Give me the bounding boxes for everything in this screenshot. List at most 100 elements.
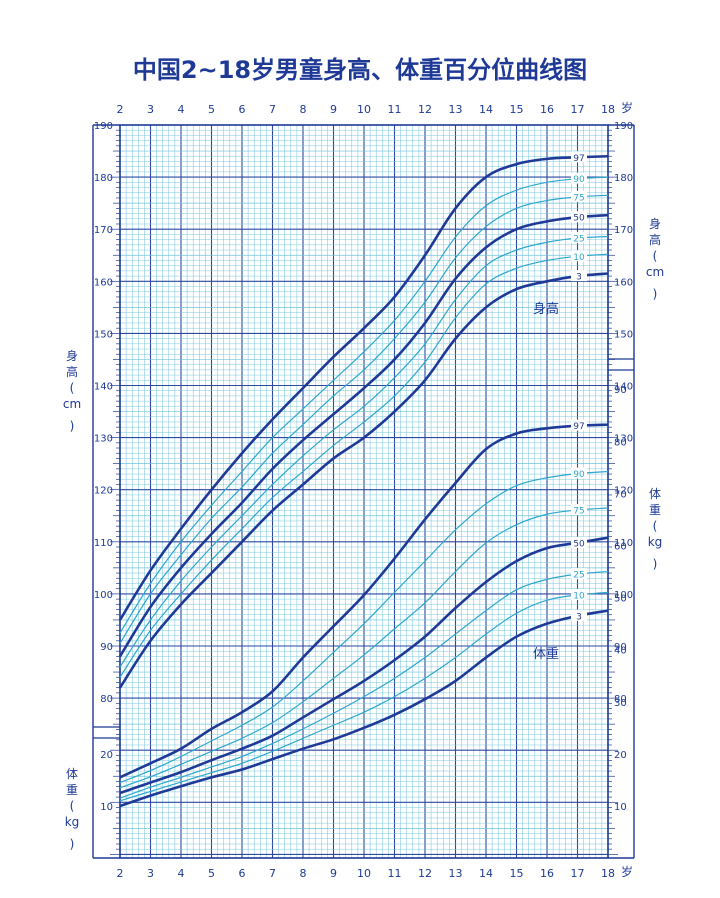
height-tick-left: 180 xyxy=(94,173,113,184)
height-tick-right: 80 xyxy=(614,694,627,705)
x-tick-label-top: 13 xyxy=(449,103,463,116)
x-tick-label-bottom: 9 xyxy=(330,867,337,880)
curves: 3 10 25 50 75 90 97 3 10 25 50 75 90 97 xyxy=(118,151,609,808)
height-label-p90: 90 xyxy=(573,175,585,185)
height-axis-label-left: ( xyxy=(70,381,75,395)
x-tick-label-top: 14 xyxy=(479,103,493,116)
weight-tick-right: 70 xyxy=(614,489,627,500)
weight-axis-label-left: ( xyxy=(70,799,75,813)
weight-label-p3: 3 xyxy=(576,612,582,622)
height-tick-left: 130 xyxy=(94,434,113,445)
x-tick-label-top: 12 xyxy=(418,103,432,116)
height-curve-p3 xyxy=(118,272,609,689)
weight-axis-label-left: kg xyxy=(65,815,80,829)
weight-axis-label-left: ) xyxy=(70,837,75,851)
x-tick-label-bottom: 8 xyxy=(300,867,307,880)
height-label-bg xyxy=(571,211,588,223)
height-label-bg xyxy=(571,232,588,244)
x-tick-label-bottom: 17 xyxy=(571,867,585,880)
x-tick-label-bottom: 7 xyxy=(269,867,276,880)
weight-label-bg xyxy=(571,419,588,431)
height-tick-right: 100 xyxy=(614,590,633,601)
weight-tick-right: 30 xyxy=(614,698,627,709)
height-curve-p10 xyxy=(119,253,609,678)
height-axis-label-right: 高 xyxy=(649,232,661,247)
height-tick-left: 190 xyxy=(94,121,113,132)
height-tick-left: 80 xyxy=(100,694,113,705)
weight-tick-right: 80 xyxy=(614,437,627,448)
height-axis-label-right: cm xyxy=(646,265,664,279)
x-tick-label-top: 11 xyxy=(388,103,402,116)
height-curve-p50 xyxy=(118,213,609,658)
weight-axis-label-right: 体 xyxy=(649,487,661,501)
weight-axis-label-left: 重 xyxy=(66,783,78,797)
height-label-p3: 3 xyxy=(576,273,582,283)
height-label-p75: 75 xyxy=(573,193,584,203)
x-tick-label-top: 17 xyxy=(571,103,585,116)
weight-label-p90: 90 xyxy=(573,470,585,480)
height-tick-right: 160 xyxy=(614,277,633,288)
height-tick-left: 90 xyxy=(100,642,113,653)
x-tick-label-top: 5 xyxy=(208,103,215,116)
height-tick-right: 140 xyxy=(614,382,633,393)
height-axis-label-right: ( xyxy=(653,249,658,263)
height-tick-left: 100 xyxy=(94,590,113,601)
height-tick-right: 180 xyxy=(614,173,633,184)
x-tick-label-top: 15 xyxy=(510,103,524,116)
weight-label-p50: 50 xyxy=(573,539,585,549)
x-tick-label-top: 2 xyxy=(117,103,124,116)
x-tick-label-bottom: 13 xyxy=(449,867,463,880)
height-axis-label-left: cm xyxy=(63,397,81,411)
weight-tick-right: 40 xyxy=(614,646,627,657)
weight-tick-right: 10 xyxy=(614,802,627,813)
x-tick-label-bottom: 14 xyxy=(479,867,493,880)
weight-tick-left: 10 xyxy=(100,802,113,813)
height-tick-right: 190 xyxy=(614,121,633,132)
height-label-bg xyxy=(571,190,588,202)
x-tick-label-bottom: 5 xyxy=(208,867,215,880)
x-tick-label-bottom: 10 xyxy=(357,867,371,880)
weight-label-bg xyxy=(571,504,588,516)
x-tick-label-top: 6 xyxy=(239,103,246,116)
height-tick-right: 170 xyxy=(614,225,633,236)
x-tick-label-top: 9 xyxy=(330,103,337,116)
frame xyxy=(92,124,635,859)
height-curve-p97 xyxy=(118,154,609,621)
weight-axis-label-right: 重 xyxy=(649,503,661,517)
height-label-p50: 50 xyxy=(573,214,585,224)
height-label-bg xyxy=(571,172,588,184)
weight-label-bg xyxy=(571,568,588,580)
height-label-p25: 25 xyxy=(573,235,584,245)
height-tick-left: 120 xyxy=(94,486,113,497)
weight-axis-label-right: kg xyxy=(648,535,663,549)
weight-axis-label-left: 体 xyxy=(66,767,78,781)
chart-title: 中国2~18岁男童身高、体重百分位曲线图 xyxy=(132,56,588,84)
weight-curves-label: 体重 xyxy=(533,646,559,662)
weight-curve-p75 xyxy=(119,507,609,789)
height-label-bg xyxy=(571,250,588,262)
weight-curve-p90 xyxy=(119,470,609,784)
x-tick-label-top: 16 xyxy=(540,103,554,116)
weight-tick-right: 60 xyxy=(614,542,627,553)
height-label-p10: 10 xyxy=(573,253,585,263)
x-tick-label-top: 18 xyxy=(601,103,615,116)
x-tick-label-bottom: 12 xyxy=(418,867,432,880)
height-curves-label: 身高 xyxy=(533,301,559,317)
weight-label-bg xyxy=(571,536,588,548)
weight-label-bg xyxy=(571,609,588,621)
weight-label-bg xyxy=(571,467,588,479)
x-tick-label-bottom: 2 xyxy=(117,867,124,880)
height-tick-right: 110 xyxy=(614,538,633,549)
x-tick-label-top: 8 xyxy=(300,103,307,116)
height-tick-left: 110 xyxy=(94,538,113,549)
x-tick-label-top: 7 xyxy=(269,103,276,116)
age-unit-top: 岁 xyxy=(621,100,633,115)
weight-curve-p97 xyxy=(119,423,609,779)
weight-curve-p10 xyxy=(119,591,609,802)
height-tick-left: 160 xyxy=(94,277,113,288)
height-label-bg xyxy=(571,270,588,282)
weight-label-p10: 10 xyxy=(573,591,585,601)
height-tick-left: 170 xyxy=(94,225,113,236)
weight-curve-p25 xyxy=(119,570,609,799)
